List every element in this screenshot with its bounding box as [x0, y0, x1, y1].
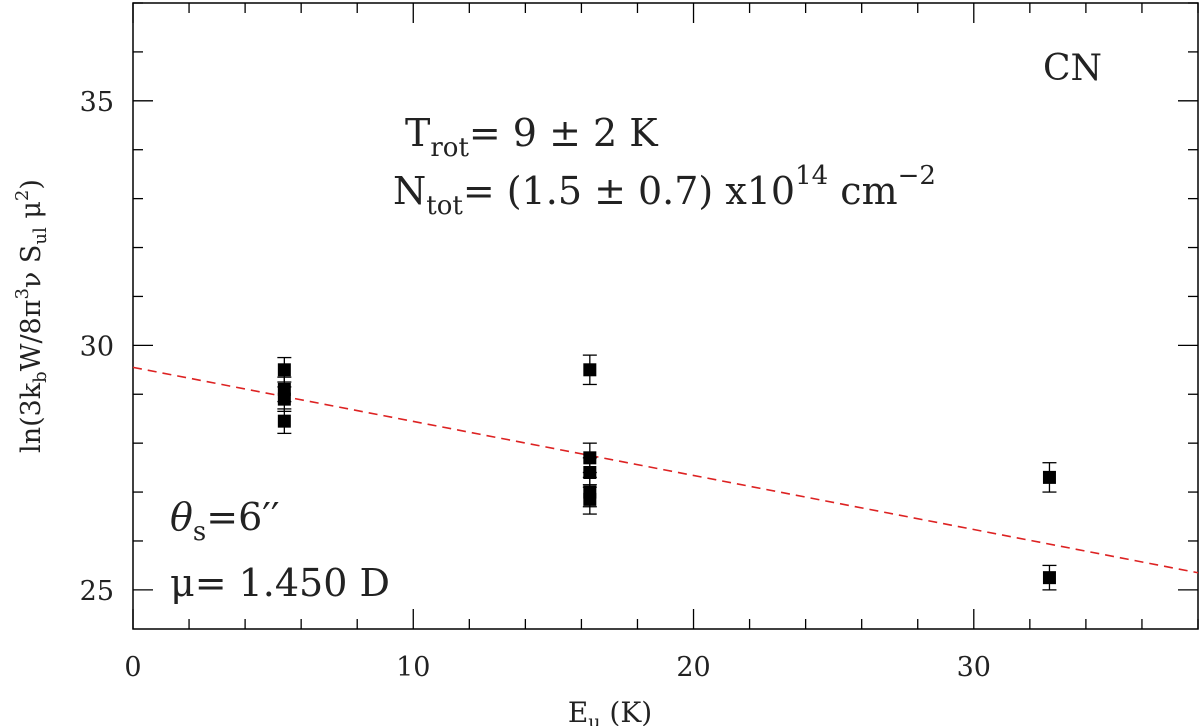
- ntot-sub: tot: [426, 191, 463, 221]
- data-point: [583, 363, 597, 377]
- y-axis-label: ln(3kbW/8π3ν Sul μ2): [12, 179, 51, 453]
- x-axis-label-main: E: [568, 696, 588, 726]
- theta-annotation: θs=6′′: [170, 495, 280, 547]
- y-axis-label-sub2: ul: [30, 227, 51, 245]
- fit-line-layer: [132, 366, 1199, 574]
- y-axis-label-part4: μ: [16, 201, 47, 227]
- y-axis-label-part3: ν S: [16, 245, 47, 289]
- data-point: [277, 363, 291, 377]
- x-axis-label-rest: (K): [601, 696, 653, 726]
- ntot-sup: 14: [795, 161, 828, 191]
- ntot-main: N: [393, 169, 426, 213]
- y-axis-label-part2: W/8π: [16, 300, 47, 372]
- trot-sub: rot: [430, 133, 469, 163]
- x-tick-label: 30: [957, 652, 991, 683]
- x-tick-label: 20: [676, 652, 710, 683]
- ntot-annotation: Ntot= (1.5 ± 0.7) x1014 cm−2: [393, 161, 936, 221]
- axis-ticks: [132, 2, 1199, 629]
- plot-frame: [132, 2, 1199, 630]
- data-points-layer: [277, 354, 1057, 591]
- trot-main: T: [405, 111, 430, 155]
- x-axis-label: Eu (K): [568, 696, 652, 726]
- trot-annotation: Trot= 9 ± 2 K: [405, 111, 658, 163]
- y-tick-label: 30: [80, 331, 114, 362]
- tick-labels: 0 10 20 30 25 30 35: [80, 87, 991, 683]
- x-tick-label: 10: [396, 652, 430, 683]
- y-tick-label: 25: [80, 576, 114, 607]
- x-tick-label: 0: [124, 652, 141, 683]
- data-point: [1042, 571, 1056, 585]
- x-axis-label-sub: u: [588, 711, 600, 726]
- mu-annotation: μ= 1.450 D: [170, 561, 390, 605]
- ntot-unit-sup: −2: [898, 161, 936, 191]
- y-axis-label-part5: ): [16, 179, 47, 190]
- y-axis-label-sup1: 3: [12, 288, 33, 299]
- data-point: [1042, 470, 1056, 484]
- y-axis-label-sub1: b: [30, 371, 51, 383]
- y-axis-label-part1: ln(3k: [16, 382, 47, 453]
- y-axis-label-sup2: 2: [12, 190, 33, 201]
- data-point: [583, 466, 597, 479]
- ntot-text: = (1.5 ± 0.7) x10: [463, 169, 795, 213]
- theta-text: =6′′: [206, 495, 279, 539]
- theta-main: θ: [170, 495, 193, 539]
- fit-line: [132, 366, 1199, 574]
- ntot-unit: cm: [828, 169, 897, 213]
- data-point: [277, 414, 291, 428]
- y-tick-label: 35: [80, 87, 114, 118]
- trot-text: = 9 ± 2 K: [469, 111, 658, 155]
- theta-sub: s: [193, 517, 206, 547]
- data-point: [277, 392, 291, 406]
- data-point: [583, 492, 597, 506]
- molecule-label: CN: [1043, 48, 1102, 89]
